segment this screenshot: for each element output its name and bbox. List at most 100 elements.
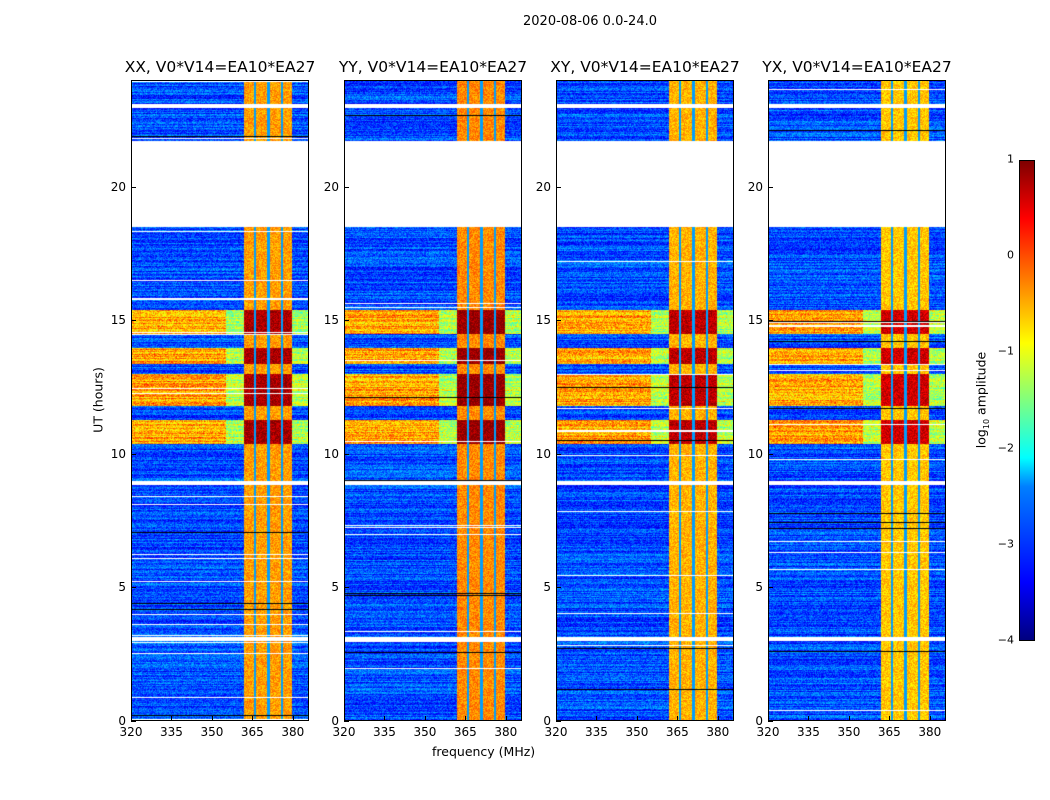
panel-title: XX, V0*V14=EA10*EA27 — [124, 58, 316, 76]
y-tick-mark — [768, 587, 773, 589]
y-tick-label: 5 — [331, 580, 339, 595]
x-tick-mark — [211, 716, 213, 721]
y-tick-label: 10 — [535, 446, 551, 461]
x-tick-mark — [929, 716, 931, 721]
y-tick-mark — [344, 453, 349, 455]
y-axis-label: UT (hours) — [90, 367, 106, 433]
x-tick-label: 320 — [544, 725, 568, 739]
x-tick-label: 320 — [332, 725, 356, 739]
panel-title: XY, V0*V14=EA10*EA27 — [550, 58, 740, 76]
x-tick-mark — [292, 716, 294, 721]
x-tick-mark — [344, 716, 345, 721]
y-tick-mark — [768, 320, 773, 322]
y-tick-label: 20 — [535, 179, 551, 194]
x-tick-mark — [505, 716, 507, 721]
colorbar-tick-label: 0 — [1007, 248, 1014, 262]
y-tick-mark — [131, 587, 136, 589]
y-tick-mark — [556, 320, 561, 322]
y-tick-label: 0 — [543, 714, 551, 728]
y-tick-mark — [768, 186, 773, 188]
x-tick-label: 350 — [413, 725, 437, 739]
x-tick-mark — [636, 716, 638, 721]
y-tick-label: 0 — [331, 714, 339, 728]
figure-title: 2020-08-06 0.0-24.0 — [523, 14, 657, 29]
x-tick-label: 365 — [877, 725, 901, 739]
x-tick-label: 335 — [160, 725, 183, 739]
panel-title: YX, V0*V14=EA10*EA27 — [762, 58, 952, 76]
x-tick-mark — [808, 716, 810, 721]
y-tick-label: 15 — [110, 313, 126, 328]
heatmap-panel-0 — [131, 80, 309, 721]
y-tick-mark — [768, 453, 773, 455]
y-tick-label: 5 — [543, 580, 551, 595]
x-tick-mark — [131, 716, 132, 721]
y-tick-label: 10 — [747, 446, 763, 461]
heatmap-panel-2 — [556, 80, 734, 721]
y-tick-mark — [344, 186, 349, 188]
x-tick-label: 380 — [281, 725, 305, 739]
x-tick-mark — [717, 716, 719, 721]
x-tick-mark — [768, 716, 769, 721]
x-tick-label: 335 — [373, 725, 396, 739]
x-tick-mark — [424, 716, 426, 721]
y-tick-label: 0 — [755, 714, 763, 728]
colorbar-tick-label: −3 — [997, 537, 1014, 551]
y-tick-mark — [131, 320, 136, 322]
y-tick-mark — [768, 721, 773, 722]
x-tick-label: 365 — [665, 725, 689, 739]
y-tick-label: 10 — [323, 446, 339, 461]
colorbar — [1019, 160, 1035, 641]
y-tick-label: 20 — [747, 179, 763, 194]
y-tick-mark — [556, 721, 561, 722]
x-axis-label: frequency (MHz) — [432, 744, 536, 759]
heatmap-image — [345, 81, 521, 720]
colorbar-tick-label: 1 — [1007, 152, 1014, 166]
heatmap-panel-3 — [768, 80, 946, 721]
x-tick-label: 320 — [756, 725, 780, 739]
x-tick-label: 350 — [625, 725, 649, 739]
y-tick-label: 15 — [323, 313, 339, 328]
heatmap-image — [557, 81, 733, 720]
heatmap-panel-1 — [344, 80, 522, 721]
x-tick-mark — [848, 716, 850, 721]
y-tick-label: 15 — [747, 313, 763, 328]
x-tick-label: 335 — [797, 725, 820, 739]
x-tick-label: 380 — [494, 725, 518, 739]
y-tick-label: 15 — [535, 313, 551, 328]
y-tick-label: 5 — [118, 580, 126, 595]
y-tick-label: 20 — [110, 179, 126, 194]
x-tick-label: 320 — [119, 725, 143, 739]
y-tick-mark — [131, 186, 136, 188]
colorbar-tick-label: −1 — [997, 344, 1014, 358]
y-tick-mark — [556, 587, 561, 589]
x-tick-mark — [677, 716, 679, 721]
colorbar-tick-label: −4 — [997, 633, 1014, 647]
x-tick-label: 365 — [453, 725, 477, 739]
x-tick-mark — [384, 716, 386, 721]
y-tick-mark — [131, 453, 136, 455]
x-tick-label: 380 — [706, 725, 730, 739]
y-tick-mark — [556, 186, 561, 188]
colorbar-tick-label: −2 — [997, 441, 1014, 455]
x-tick-mark — [889, 716, 891, 721]
y-tick-label: 5 — [755, 580, 763, 595]
x-tick-mark — [556, 716, 557, 721]
x-tick-mark — [171, 716, 173, 721]
x-tick-label: 365 — [240, 725, 264, 739]
y-tick-label: 10 — [110, 446, 126, 461]
x-tick-mark — [465, 716, 467, 721]
x-tick-label: 380 — [918, 725, 942, 739]
heatmap-image — [132, 81, 308, 720]
y-tick-mark — [344, 721, 349, 722]
y-tick-mark — [131, 721, 136, 722]
y-tick-label: 0 — [118, 714, 126, 728]
y-tick-mark — [556, 453, 561, 455]
y-tick-mark — [344, 320, 349, 322]
x-tick-label: 335 — [585, 725, 608, 739]
x-tick-label: 350 — [837, 725, 861, 739]
panel-title: YY, V0*V14=EA10*EA27 — [338, 58, 528, 76]
y-tick-mark — [344, 587, 349, 589]
y-tick-label: 20 — [323, 179, 339, 194]
x-tick-mark — [252, 716, 254, 721]
x-tick-mark — [596, 716, 598, 721]
